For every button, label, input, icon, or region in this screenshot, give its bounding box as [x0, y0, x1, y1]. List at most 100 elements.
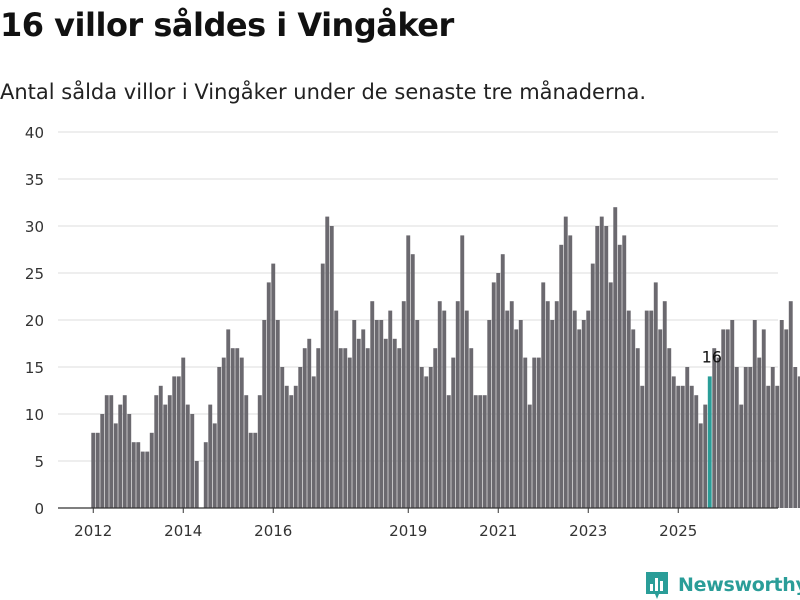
bar — [734, 367, 739, 508]
bar — [748, 367, 753, 508]
bar — [482, 395, 487, 508]
bar — [284, 385, 289, 508]
y-tick-label: 10 — [25, 406, 44, 424]
bar — [527, 404, 532, 508]
bar — [320, 263, 325, 508]
bar — [91, 432, 96, 508]
bar — [716, 357, 721, 508]
bar — [473, 395, 478, 508]
newsworthy-logo-icon — [646, 572, 668, 599]
bar — [289, 395, 294, 508]
bar — [545, 301, 550, 508]
bar — [266, 282, 271, 508]
bar — [118, 404, 123, 508]
bar — [721, 329, 726, 508]
bar — [694, 395, 699, 508]
y-tick-label: 20 — [25, 312, 44, 330]
bar — [316, 348, 321, 508]
bar — [311, 376, 316, 508]
y-tick-label: 35 — [25, 171, 44, 189]
bar — [613, 207, 618, 508]
bar — [604, 226, 609, 508]
bar — [784, 329, 789, 508]
bar — [631, 329, 636, 508]
bar — [766, 385, 771, 508]
bar — [158, 385, 163, 508]
bar — [739, 404, 744, 508]
bar — [226, 329, 231, 508]
x-tick-label: 2014 — [164, 522, 202, 540]
bar — [217, 367, 222, 508]
bar — [275, 320, 280, 508]
bar — [797, 376, 800, 508]
bar — [95, 432, 100, 508]
newsworthy-logo[interactable]: Newsworthy — [644, 570, 800, 600]
bar — [230, 348, 235, 508]
bar — [325, 216, 330, 508]
bar — [626, 310, 631, 508]
bar — [775, 385, 780, 508]
bar — [635, 348, 640, 508]
bar — [401, 301, 406, 508]
bar — [149, 432, 154, 508]
bar — [703, 404, 708, 508]
bar — [145, 451, 150, 508]
bar — [509, 301, 514, 508]
bar — [383, 338, 388, 508]
bar — [271, 263, 276, 508]
bar — [752, 320, 757, 508]
bar — [617, 244, 622, 509]
bar — [685, 367, 690, 508]
bar — [649, 310, 654, 508]
brand-name: Newsworthy — [678, 574, 800, 596]
bar — [127, 414, 132, 508]
x-tick-label: 2021 — [479, 522, 517, 540]
bar — [176, 376, 181, 508]
bar — [725, 329, 730, 508]
bar — [680, 385, 685, 508]
bar — [496, 273, 501, 508]
bar — [757, 357, 762, 508]
bar — [793, 367, 798, 508]
bar — [779, 320, 784, 508]
bar — [500, 254, 505, 508]
bar — [239, 357, 244, 508]
bar — [352, 320, 357, 508]
bar — [491, 282, 496, 508]
bar — [514, 329, 519, 508]
bar — [437, 301, 442, 508]
bar — [653, 282, 658, 508]
bar — [293, 385, 298, 508]
x-tick-label: 2016 — [254, 522, 292, 540]
bar — [181, 357, 186, 508]
bar — [347, 357, 352, 508]
bar — [100, 414, 105, 508]
bar — [140, 451, 145, 508]
bar — [676, 385, 681, 508]
bar — [334, 310, 339, 508]
bar — [194, 461, 199, 508]
bar — [302, 348, 307, 508]
bar — [190, 414, 195, 508]
bar — [212, 423, 217, 508]
bar — [428, 367, 433, 508]
y-tick-label: 0 — [34, 500, 44, 518]
bar — [532, 357, 537, 508]
bar — [433, 348, 438, 508]
bar — [253, 432, 258, 508]
bar — [455, 301, 460, 508]
y-tick-label: 5 — [34, 453, 44, 471]
bar — [257, 395, 262, 508]
y-tick-label: 25 — [25, 265, 44, 283]
x-tick-label: 2019 — [389, 522, 427, 540]
bar — [329, 226, 334, 508]
bar — [563, 216, 568, 508]
bar — [221, 357, 226, 508]
bar — [163, 404, 168, 508]
bar — [370, 301, 375, 508]
x-tick-label: 2012 — [74, 522, 112, 540]
bar — [622, 235, 627, 508]
bar — [712, 348, 717, 508]
bar — [361, 329, 366, 508]
bar — [590, 263, 595, 508]
